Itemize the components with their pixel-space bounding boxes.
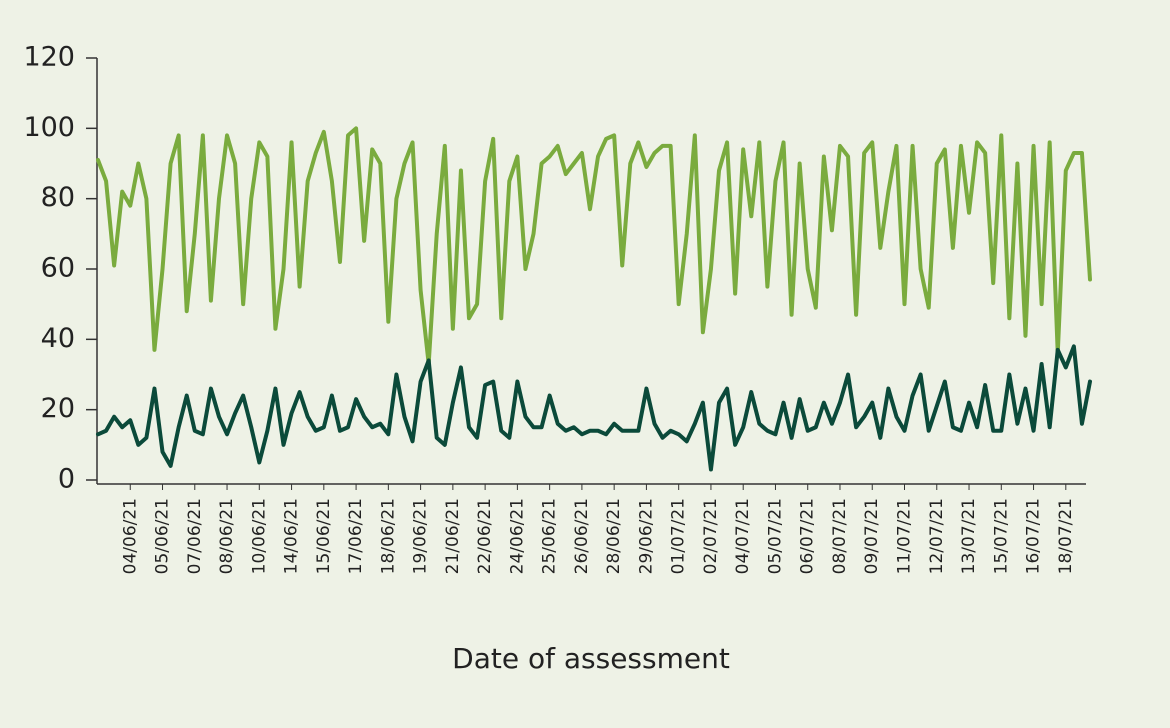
- x-tick-label: 22/06/21: [475, 498, 495, 574]
- line-series: [96, 344, 1092, 472]
- x-tick-label: 02/07/21: [701, 498, 721, 574]
- x-tick-label: 17/06/21: [346, 498, 366, 574]
- x-tick-label: 28/06/21: [604, 498, 624, 574]
- x-tick-label: 24/06/21: [507, 498, 527, 574]
- x-tick-label: 14/06/21: [282, 498, 302, 574]
- x-tick-label: 18/06/21: [378, 498, 398, 574]
- x-tick-label: 04/06/21: [120, 498, 140, 574]
- x-tick-label: 07/06/21: [185, 498, 205, 574]
- x-tick-label: 01/07/21: [669, 498, 689, 574]
- x-tick-label: 13/07/21: [959, 498, 979, 574]
- x-tick-label: 06/07/21: [798, 498, 818, 574]
- x-tick-label: 11/07/21: [895, 498, 915, 574]
- line-series: [96, 126, 1092, 366]
- x-tick-label: 18/07/21: [1056, 498, 1076, 574]
- x-tick-label: 05/07/21: [765, 498, 785, 574]
- x-axis-label: Date of assessment: [452, 642, 730, 675]
- y-tick-label: 80: [41, 182, 75, 213]
- x-tick-label: 09/07/21: [862, 498, 882, 574]
- y-tick-label: 120: [23, 42, 75, 73]
- y-tick-label: 20: [41, 393, 75, 424]
- x-tick-label: 05/06/21: [153, 498, 173, 574]
- x-tick-label: 25/06/21: [540, 498, 560, 574]
- x-tick-label: 15/07/21: [991, 498, 1011, 574]
- x-tick-label: 15/06/21: [314, 498, 334, 574]
- x-tick-label: 08/07/21: [830, 498, 850, 574]
- x-tick-label: 29/06/21: [636, 498, 656, 574]
- x-tick-label: 04/07/21: [733, 498, 753, 574]
- x-tick-label: 26/06/21: [572, 498, 592, 574]
- x-tick-label: 19/06/21: [411, 498, 431, 574]
- x-tick-label: 10/06/21: [249, 498, 269, 574]
- x-tick-label: 21/06/21: [443, 498, 463, 574]
- x-tick-label: 08/06/21: [217, 498, 237, 574]
- y-tick-label: 100: [23, 112, 75, 143]
- x-tick-label: 12/07/21: [927, 498, 947, 574]
- x-tick-label: 16/07/21: [1024, 498, 1044, 574]
- y-tick-label: 40: [41, 323, 75, 354]
- y-tick-label: 0: [58, 464, 75, 495]
- y-tick-label: 60: [41, 253, 75, 284]
